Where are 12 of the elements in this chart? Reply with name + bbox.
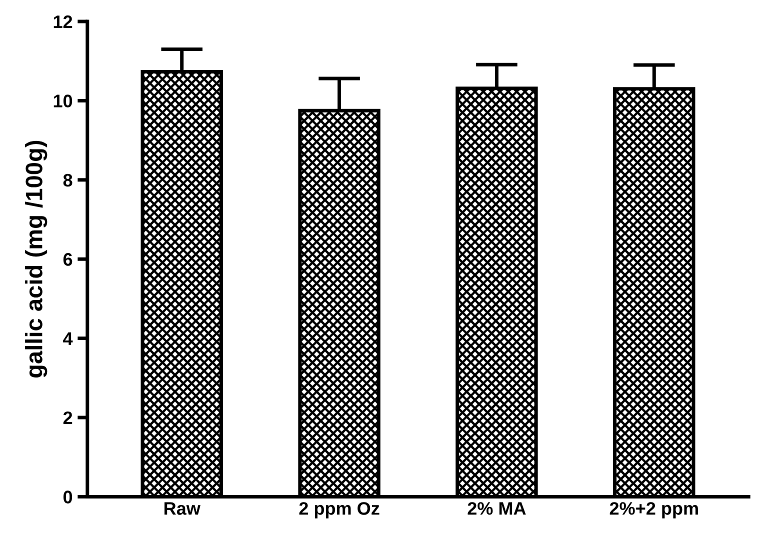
x-tick-label: 2% MA (468, 502, 526, 515)
x-tick-label: 2%+2 ppm (610, 502, 698, 518)
y-tick-label: 8 (63, 174, 72, 187)
y-tick-label: 12 (54, 15, 72, 28)
y-tick-label: 10 (54, 94, 72, 108)
y-tick-label: 4 (63, 332, 73, 345)
y-tick-label: 2 (63, 411, 72, 424)
y-tick-label: 6 (63, 253, 72, 266)
x-tick-label: Raw (164, 502, 200, 515)
x-tick-label: 2 ppm Oz (299, 502, 380, 518)
y-axis-title: gallic acid (mg /100g) (25, 140, 48, 378)
y-tick-label: 0 (63, 490, 72, 504)
